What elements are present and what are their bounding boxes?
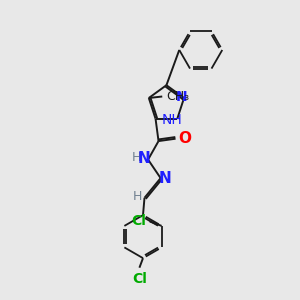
Text: Cl: Cl (131, 214, 146, 228)
Text: N: N (137, 151, 150, 166)
Text: CH₃: CH₃ (166, 90, 189, 103)
Text: N: N (176, 89, 188, 103)
Text: Cl: Cl (132, 272, 147, 286)
Text: O: O (178, 131, 191, 146)
Text: N: N (158, 171, 171, 186)
Text: H: H (133, 190, 142, 203)
Text: H: H (132, 151, 141, 164)
Text: NH: NH (162, 113, 182, 127)
